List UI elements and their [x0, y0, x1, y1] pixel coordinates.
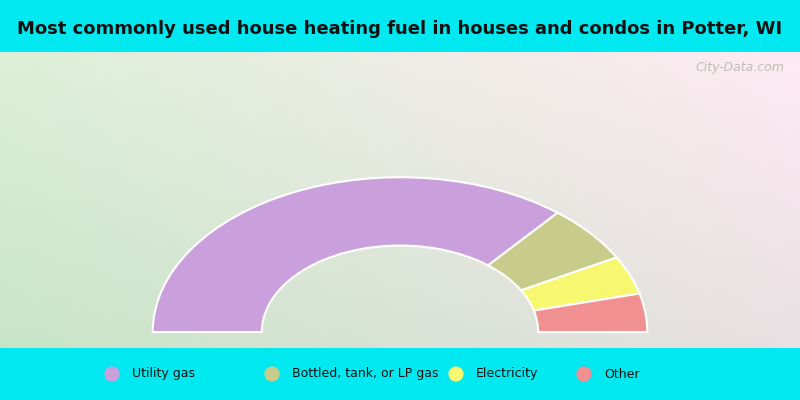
Text: Bottled, tank, or LP gas: Bottled, tank, or LP gas — [292, 368, 438, 380]
Text: Other: Other — [604, 368, 639, 380]
Wedge shape — [488, 213, 617, 290]
Text: Most commonly used house heating fuel in houses and condos in Potter, WI: Most commonly used house heating fuel in… — [18, 20, 782, 38]
Wedge shape — [153, 177, 558, 332]
Wedge shape — [521, 258, 639, 310]
Text: City-Data.com: City-Data.com — [695, 61, 784, 74]
Text: Utility gas: Utility gas — [132, 368, 195, 380]
Wedge shape — [534, 294, 647, 332]
Text: Electricity: Electricity — [476, 368, 538, 380]
